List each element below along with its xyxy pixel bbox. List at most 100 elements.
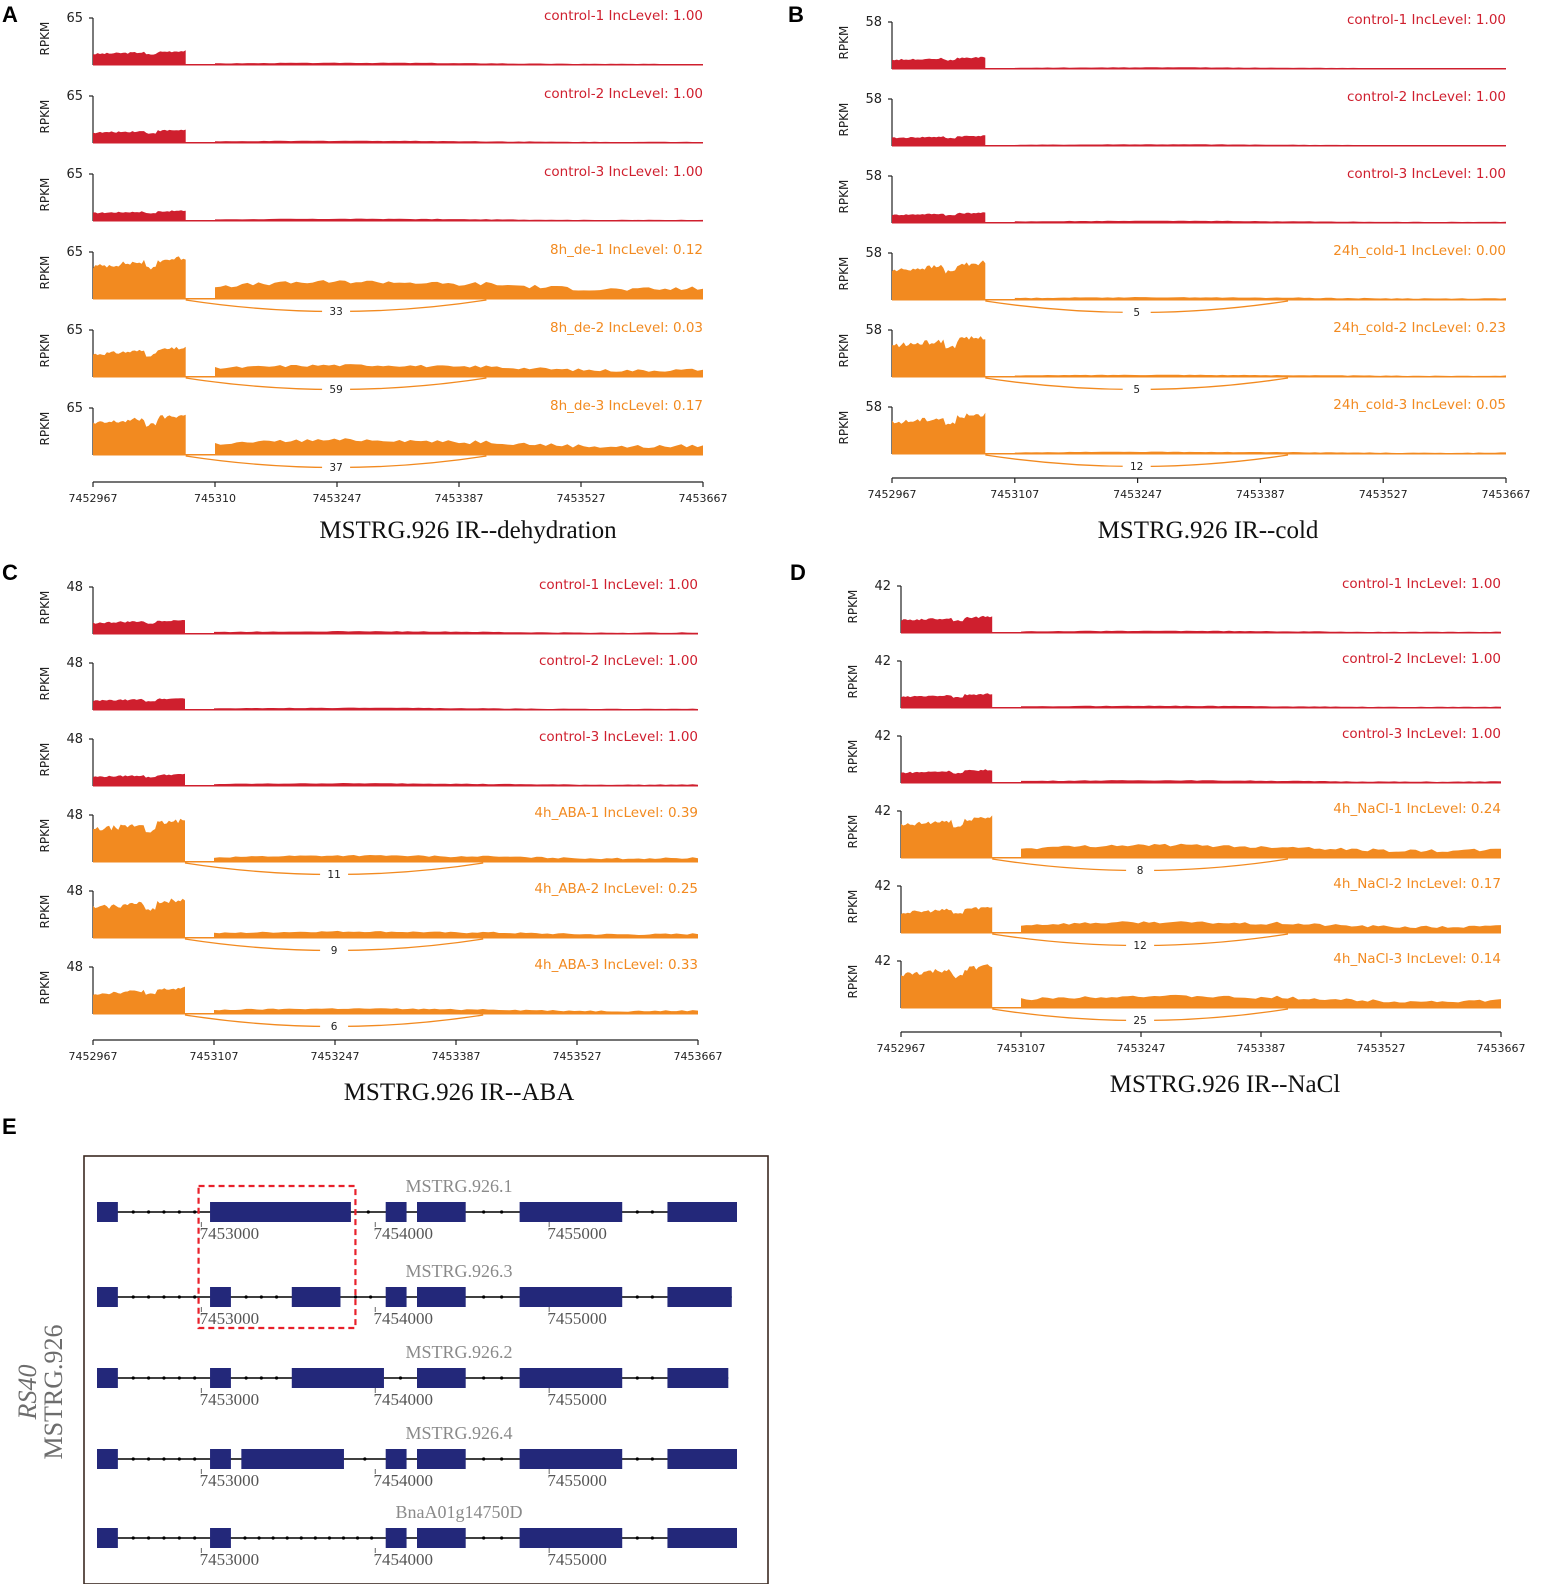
x-tick-label: 7453527 (1359, 488, 1408, 501)
y-axis-label: RPKM (846, 890, 860, 924)
y-axis-label: RPKM (38, 895, 52, 929)
y-max-label: 42 (874, 804, 891, 819)
track-control-1: 48 RPKM control-1 IncLevel: 1.00 (38, 577, 698, 635)
intron-marker (177, 1295, 181, 1299)
exon-block (97, 1528, 118, 1548)
y-max-label: 48 (66, 808, 83, 823)
exon-block (97, 1449, 118, 1469)
intron-marker (177, 1376, 181, 1380)
transcript-MSTRG.926.2: MSTRG.926.2 7453000 7454000 7455000 (97, 1342, 729, 1409)
panel-title: MSTRG.926 IR--dehydration (319, 517, 617, 544)
track-4h_ABA-3: 48 RPKM 6 4h_ABA-3 IncLevel: 0.33 (38, 957, 698, 1033)
junction-count: 37 (329, 462, 342, 474)
y-axis-label: RPKM (846, 590, 860, 624)
panel-letter: B (788, 2, 804, 27)
coverage-area (892, 135, 1506, 146)
coverage-area (901, 964, 1501, 1008)
track-label: control-2 IncLevel: 1.00 (1347, 89, 1506, 105)
exon-block (667, 1528, 737, 1548)
gene-tick-label: 7453000 (200, 1390, 260, 1409)
junction-label-bg (322, 460, 351, 474)
exon-block (417, 1287, 466, 1307)
y-axis-label: RPKM (38, 971, 52, 1005)
coverage-area (892, 412, 1506, 454)
panel-letter: D (790, 560, 806, 585)
coverage-area (93, 698, 698, 710)
intron-marker (162, 1295, 166, 1299)
track-label: 4h_NaCl-3 IncLevel: 0.14 (1333, 951, 1501, 967)
coverage-area (901, 693, 1501, 708)
track-label: control-2 IncLevel: 1.00 (539, 653, 698, 669)
track-label: control-2 IncLevel: 1.00 (1342, 651, 1501, 667)
coverage-area (93, 50, 703, 65)
track-label: 8h_de-2 IncLevel: 0.03 (550, 320, 703, 336)
exon-block (97, 1202, 118, 1222)
junction-count: 9 (331, 945, 338, 957)
track-control-1: 42 RPKM control-1 IncLevel: 1.00 (846, 576, 1501, 634)
coverage-area (93, 898, 698, 938)
junction-label-bg (1126, 938, 1155, 952)
x-tick-label: 7453107 (997, 1042, 1046, 1055)
track-label: control-1 IncLevel: 1.00 (544, 8, 703, 24)
exon-block (519, 1528, 623, 1548)
y-max-label: 65 (66, 11, 83, 26)
exon-block (385, 1449, 407, 1469)
track-label: 4h_ABA-1 IncLevel: 0.39 (534, 805, 698, 821)
x-tick-label: 7453387 (1236, 488, 1285, 501)
y-max-label: 48 (66, 732, 83, 747)
y-max-label: 58 (865, 15, 882, 30)
panel-letter: E (2, 1114, 17, 1139)
y-max-label: 48 (66, 656, 83, 671)
gene-tick-label: 7453000 (200, 1471, 260, 1490)
y-axis-label: RPKM (38, 591, 52, 625)
y-max-label: 42 (874, 654, 891, 669)
intron-marker (482, 1376, 486, 1380)
y-axis-label: RPKM (38, 334, 52, 368)
y-axis-label: RPKM (38, 256, 52, 290)
track-4h_NaCl-1: 42 RPKM 8 4h_NaCl-1 IncLevel: 0.24 (846, 801, 1501, 877)
y-max-label: 58 (865, 323, 882, 338)
junction-count: 5 (1133, 307, 1140, 319)
intron-marker (635, 1376, 639, 1380)
exon-block (417, 1528, 466, 1548)
coverage-area (892, 336, 1506, 377)
coverage-area (93, 346, 703, 377)
y-axis-label: RPKM (837, 103, 851, 137)
junction-count: 12 (1133, 940, 1146, 952)
intron-marker (131, 1376, 135, 1380)
y-axis-label: RPKM (837, 411, 851, 445)
track-control-3: 42 RPKM control-3 IncLevel: 1.00 (846, 726, 1501, 784)
intron-marker (193, 1457, 197, 1461)
y-axis-label: RPKM (38, 667, 52, 701)
exon-block (385, 1528, 407, 1548)
x-axis: 7452967 745310 7453247 7453387 7453527 745366… (69, 481, 728, 505)
exon-block (667, 1202, 737, 1222)
exon-block (291, 1368, 384, 1388)
intron-marker (398, 1376, 403, 1380)
track-label: 4h_NaCl-2 IncLevel: 0.17 (1333, 876, 1501, 892)
y-max-label: 65 (66, 89, 83, 104)
track-label: control-3 IncLevel: 1.00 (1342, 726, 1501, 742)
coverage-area (93, 414, 703, 455)
y-max-label: 42 (874, 954, 891, 969)
x-tick-label: 7453667 (1482, 488, 1531, 501)
track-control-2: 65 RPKM control-2 IncLevel: 1.00 (38, 86, 703, 144)
intron-marker (366, 1210, 370, 1214)
exon-block (519, 1368, 623, 1388)
gene-tick-label: 7454000 (374, 1224, 434, 1243)
exon-block (210, 1202, 351, 1222)
gene-tick-label: 7454000 (374, 1390, 434, 1409)
intron-marker (274, 1295, 279, 1299)
track-label: 4h_NaCl-1 IncLevel: 0.24 (1333, 801, 1501, 817)
coverage-area (93, 773, 698, 786)
junction-count: 33 (329, 306, 342, 318)
track-4h_ABA-2: 48 RPKM 9 4h_ABA-2 IncLevel: 0.25 (38, 881, 698, 957)
transcript-MSTRG.926.4: MSTRG.926.4 7453000 7454000 7455000 (97, 1423, 737, 1490)
track-label: 8h_de-3 IncLevel: 0.17 (550, 398, 703, 414)
panel-title: MSTRG.926 IR--cold (1098, 517, 1319, 544)
junction-count: 8 (1137, 865, 1144, 877)
coverage-area (892, 260, 1506, 300)
y-axis-label: RPKM (837, 257, 851, 291)
intron-marker (500, 1457, 504, 1461)
